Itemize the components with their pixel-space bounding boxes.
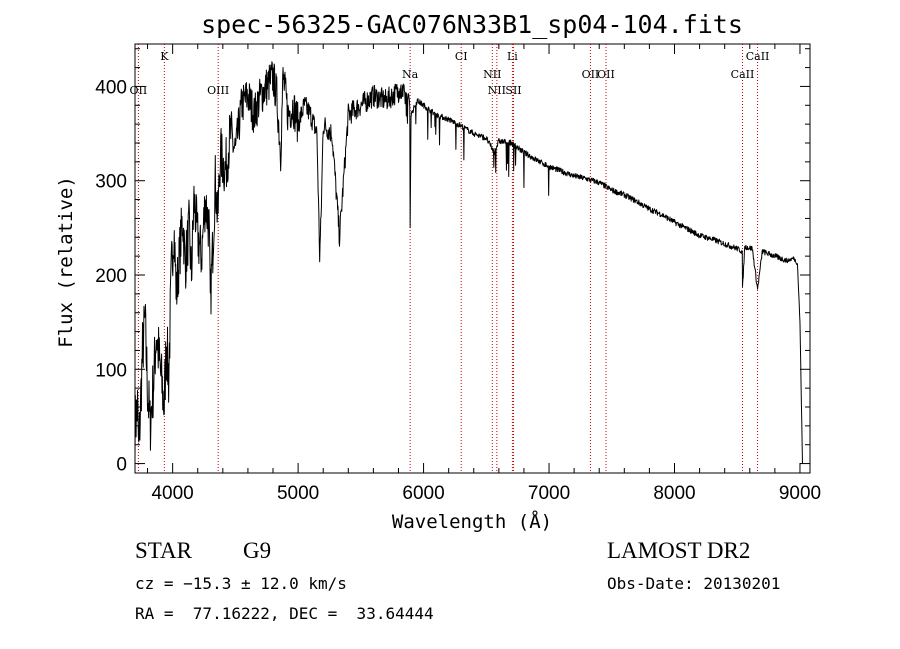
observation-date: Obs-Date: 20130201 [607,574,781,593]
line-label-caii: CaII [731,68,755,81]
y-tick-label: 100 [95,360,127,381]
y-tick-label: 200 [95,266,127,287]
spectral-subclass: G9 [243,538,272,563]
x-tick-label: 8000 [653,483,695,504]
x-axis-label: Wavelength (Å) [392,510,552,533]
line-label-oiii: OIII [207,84,229,97]
line-label-nii: NII [488,84,506,97]
line-label-caii: CaII [746,50,770,63]
y-tick-label: 400 [95,77,127,98]
x-tick-label: 5000 [277,483,319,504]
line-label-oii: OII [597,68,615,81]
axis-ticks: 4000 5000 6000 7000 8000 9000 0 100 200 300 400 [95,44,821,504]
x-tick-label: 4000 [151,483,193,504]
y-tick-label: 300 [95,172,127,193]
y-tick-label: 0 [116,455,127,476]
x-tick-label: 9000 [779,483,821,504]
line-label-na: Na [402,68,419,81]
spectrum-series [134,61,803,464]
object-type: STAR [135,538,192,563]
line-label-oii: OII [130,84,148,97]
spectrum-line [134,61,803,464]
plot-frame [134,43,811,474]
line-label-nii: NII [483,68,501,81]
y-axis-label: Flux (relative) [55,176,77,348]
x-tick-label: 6000 [402,483,444,504]
sky-coordinates: RA = 77.16222, DEC = 33.64444 [135,604,434,623]
line-label-oii: OII [582,68,600,81]
line-label-ci: CI [455,50,468,63]
survey-name: LAMOST DR2 [607,538,751,563]
line-label-li: Li [507,50,518,63]
line-label-sii: SII [505,84,521,97]
chart-title: spec-56325-GAC076N33B1_sp04-104.fits [201,10,743,39]
redshift-velocity: cz = −15.3 ± 12.0 km/s [135,574,347,593]
line-label-k: K [160,50,169,63]
x-tick-label: 7000 [528,483,570,504]
